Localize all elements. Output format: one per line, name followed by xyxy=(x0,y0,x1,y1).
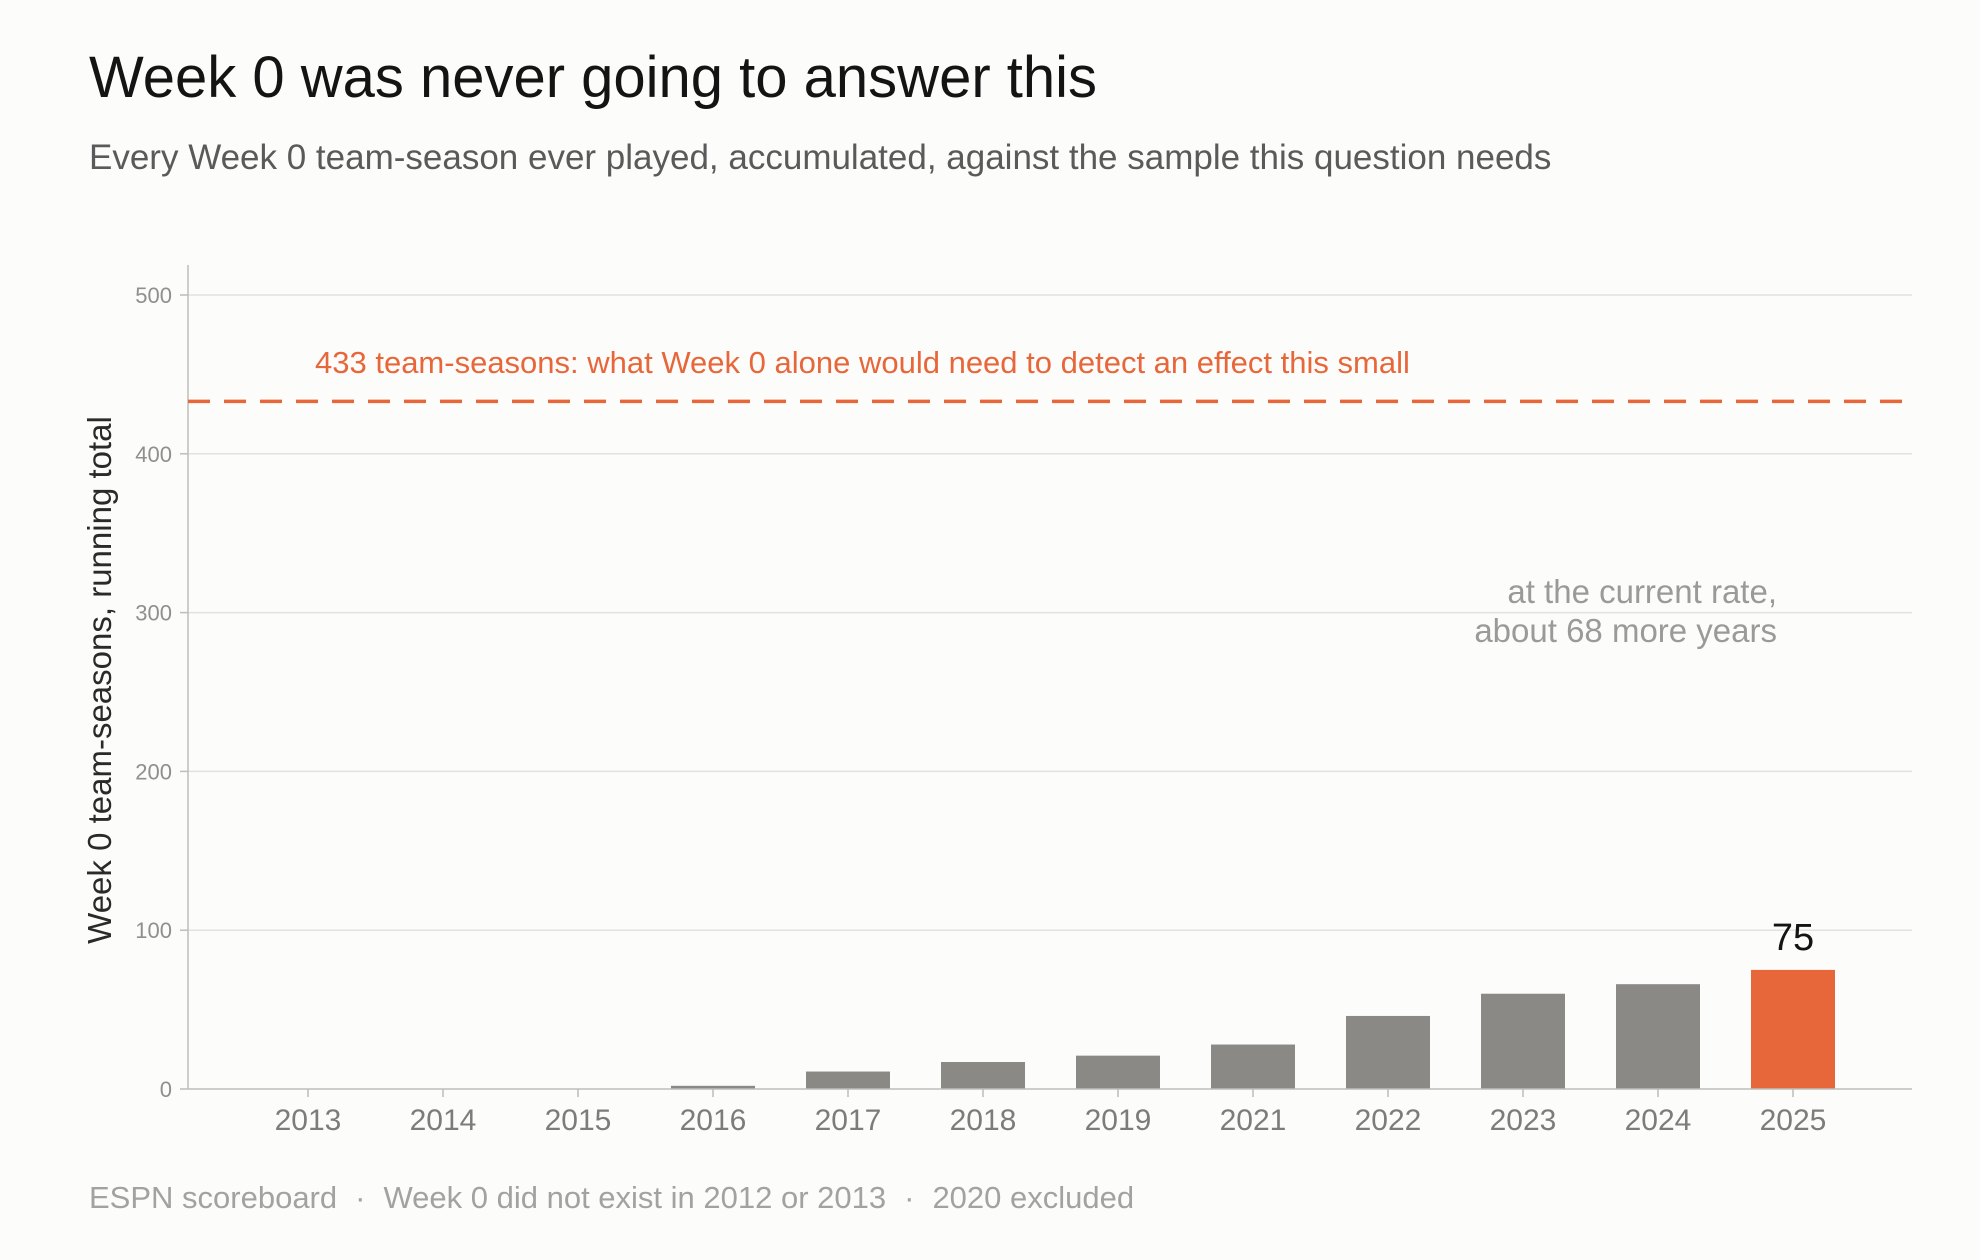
reference-line-label: 433 team-seasons: what Week 0 alone woul… xyxy=(315,345,1410,380)
y-axis-ticks: 0 100 200 300 400 500 xyxy=(135,283,188,1102)
x-tick-label: 2025 xyxy=(1760,1104,1827,1137)
note-2020: 2020 excluded xyxy=(932,1180,1135,1215)
reference-line-group: 433 team-seasons: what Week 0 alone woul… xyxy=(188,345,1912,404)
bar-2024 xyxy=(1616,984,1700,1089)
x-tick-label: 2021 xyxy=(1220,1104,1287,1137)
bars: 75 xyxy=(671,917,1835,1089)
highlight-value-label: 75 xyxy=(1772,917,1814,959)
bar-2018 xyxy=(941,1062,1025,1089)
source-text: ESPN scoreboard xyxy=(89,1180,338,1215)
bar-2022 xyxy=(1346,1015,1430,1089)
bar-2021 xyxy=(1211,1044,1295,1089)
x-tick-label: 2014 xyxy=(410,1104,477,1137)
chart-title: Week 0 was never going to answer this xyxy=(89,45,1098,110)
x-axis-ticks: 2013 2014 2015 2016 2017 2018 2019 2021 2022 2023… xyxy=(275,1089,1827,1137)
y-tick-label: 0 xyxy=(160,1077,172,1102)
axes xyxy=(187,265,1912,1090)
separator: · xyxy=(355,1180,366,1215)
bar-chart: 0 100 200 300 400 500 75 2013 2014 2015 2016 2017… xyxy=(81,265,1912,1137)
y-tick-label: 400 xyxy=(135,442,172,467)
gridlines xyxy=(188,294,1912,931)
note-week0: Week 0 did not exist in 2012 or 2013 xyxy=(383,1180,887,1215)
source-caption: ESPN scoreboard · Week 0 did not exist in … xyxy=(89,1180,1134,1216)
chart-subtitle: Every Week 0 team-season ever played, ac… xyxy=(89,138,1552,177)
x-tick-label: 2017 xyxy=(815,1104,882,1137)
bar-2016 xyxy=(671,1085,755,1089)
x-tick-label: 2022 xyxy=(1355,1104,1422,1137)
annotation-line: at the current rate, xyxy=(1507,573,1777,610)
annotation-group: at the current rate,about 68 more years xyxy=(1474,573,1777,649)
y-tick-label: 300 xyxy=(135,601,172,626)
y-tick-label: 500 xyxy=(135,283,172,308)
bar-2023 xyxy=(1481,993,1565,1089)
bar-2025 xyxy=(1751,969,1835,1089)
x-tick-label: 2023 xyxy=(1490,1104,1557,1137)
x-tick-label: 2018 xyxy=(950,1104,1017,1137)
x-tick-label: 2013 xyxy=(275,1104,342,1137)
x-tick-label: 2024 xyxy=(1625,1104,1692,1137)
separator: · xyxy=(904,1180,915,1215)
x-tick-label: 2016 xyxy=(680,1104,747,1137)
bar-2019 xyxy=(1076,1055,1160,1089)
y-axis-label: Week 0 team-seasons, running total xyxy=(81,416,118,944)
x-tick-label: 2019 xyxy=(1085,1104,1152,1137)
x-tick-label: 2015 xyxy=(545,1104,612,1137)
bar-2017 xyxy=(806,1071,890,1089)
annotation-line: about 68 more years xyxy=(1474,612,1777,649)
y-tick-label: 200 xyxy=(135,759,172,784)
y-tick-label: 100 xyxy=(135,918,172,943)
